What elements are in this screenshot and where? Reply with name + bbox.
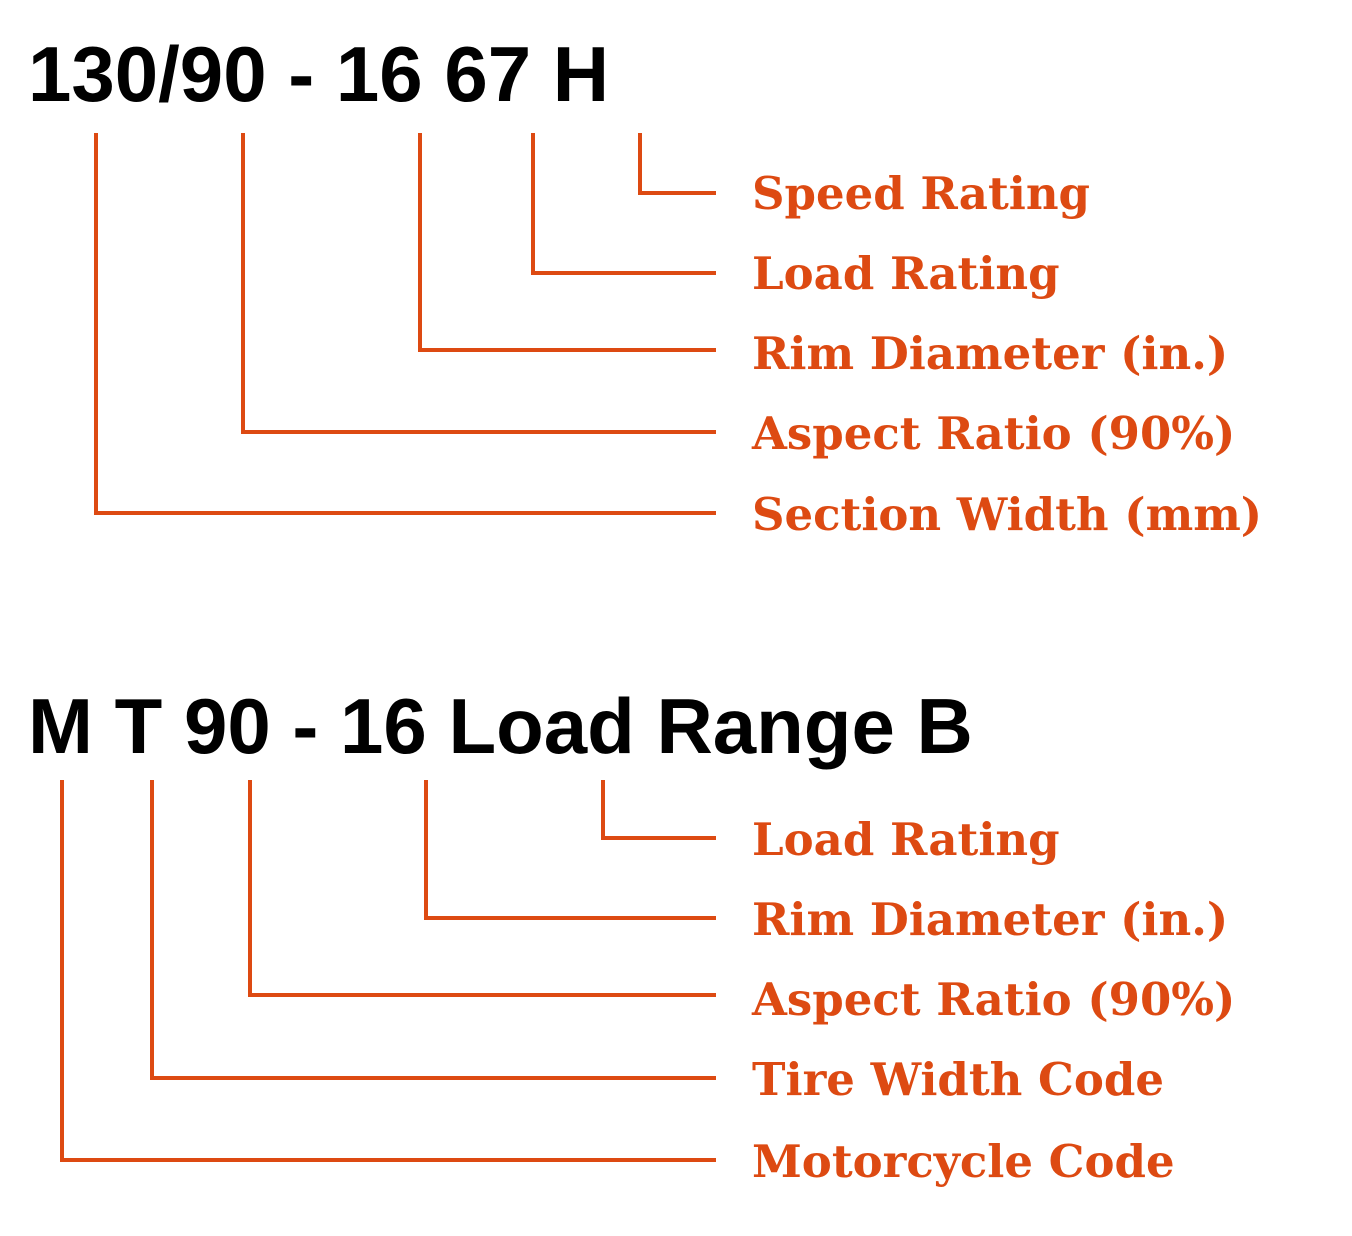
label-aspect-ratio: Aspect Ratio (90%) — [751, 973, 1235, 1026]
connector-aspect-ratio — [248, 780, 716, 997]
bottom-section: M T 90 - 16 Load Range B Load Rating Rim… — [28, 682, 1235, 1188]
connector-section-width — [94, 133, 716, 515]
label-aspect-ratio: Aspect Ratio (90%) — [751, 407, 1235, 460]
label-load-rating: Load Rating — [752, 247, 1060, 300]
label-rim-diameter: Rim Diameter (in.) — [752, 893, 1228, 946]
alpha-numeric-code: M T 90 - 16 Load Range B — [28, 682, 973, 770]
connector-aspect-ratio — [241, 133, 716, 434]
label-section-width: Section Width (mm) — [752, 488, 1262, 541]
connector-rim-diameter — [424, 780, 716, 920]
label-tire-width-code: Tire Width Code — [752, 1053, 1164, 1106]
connector-motorcycle-code — [60, 780, 716, 1162]
connector-load-rating — [601, 780, 716, 840]
label-rim-diameter: Rim Diameter (in.) — [752, 327, 1228, 380]
top-section: 130/90 - 16 67 H Speed Rating Load Ratin… — [28, 30, 1262, 541]
label-motorcycle-code: Motorcycle Code — [752, 1135, 1175, 1188]
label-speed-rating: Speed Rating — [752, 167, 1090, 220]
connector-load-rating — [531, 133, 716, 275]
connector-rim-diameter — [418, 133, 716, 352]
connector-tire-width-code — [150, 780, 716, 1080]
connector-speed-rating — [638, 133, 716, 195]
label-load-rating: Load Rating — [752, 813, 1060, 866]
tire-size-code: 130/90 - 16 67 H — [28, 30, 609, 118]
